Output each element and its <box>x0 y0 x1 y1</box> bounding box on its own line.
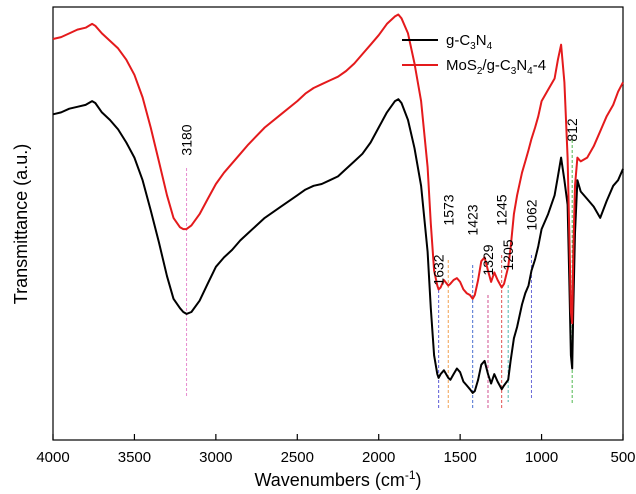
legend-label-g-c3n4: g-C3N4 <box>446 32 493 52</box>
peak-marker-lines <box>186 140 573 410</box>
x-tick-label-4000: 4000 <box>36 449 69 466</box>
x-tick-label-500: 500 <box>610 449 635 466</box>
x-tick-label-1000: 1000 <box>525 449 558 466</box>
peak-label-1062: 1062 <box>523 199 539 230</box>
peak-label-1423: 1423 <box>465 204 481 235</box>
peak-label-1573: 1573 <box>440 194 456 225</box>
peak-label-1329: 1329 <box>480 244 496 275</box>
peak-label-1632: 1632 <box>431 254 447 285</box>
peak-label-812: 812 <box>564 118 580 142</box>
x-tick-label-3500: 3500 <box>118 449 151 466</box>
x-axis-ticks: 4000 3500 3000 2500 2000 1500 1000 500 <box>36 434 636 466</box>
peak-label-1205: 1205 <box>500 239 516 270</box>
x-axis-title: Wavenumbers (cm-1) <box>254 468 421 490</box>
x-tick-label-3000: 3000 <box>199 449 232 466</box>
peak-label-1245: 1245 <box>494 194 510 225</box>
plot-frame <box>52 6 624 441</box>
legend-label-mos2-g-c3n4-4: MoS2/g-C3N4-4 <box>446 57 546 77</box>
peak-labels: 3180 1632 1573 1423 1329 1245 1205 1062 812 <box>179 118 581 285</box>
peak-label-3180: 3180 <box>179 124 195 155</box>
x-tick-label-1500: 1500 <box>443 449 476 466</box>
legend: g-C3N4 MoS2/g-C3N4-4 <box>402 32 546 77</box>
x-tick-label-2500: 2500 <box>281 449 314 466</box>
y-axis-title: Transmittance (a.u.) <box>11 144 31 304</box>
series-line-1 <box>52 13 624 325</box>
x-tick-label-2000: 2000 <box>362 449 395 466</box>
series-line-0 <box>52 98 624 394</box>
series-group <box>52 13 624 394</box>
